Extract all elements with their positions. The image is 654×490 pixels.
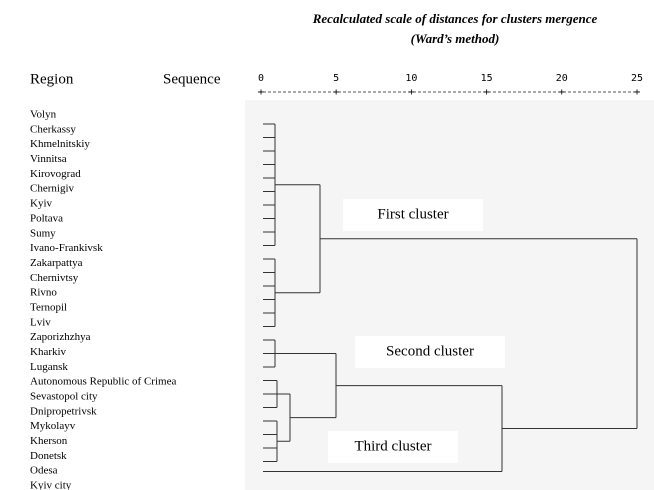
region-label: Chernivtsy — [30, 272, 79, 284]
region-label: Ivano-Frankivsk — [30, 242, 103, 254]
region-label: Kyiv — [30, 198, 53, 210]
plot-panel — [245, 100, 654, 490]
region-label: Khmelnitskiy — [30, 138, 90, 150]
region-header: Region — [30, 71, 74, 87]
dendrogram-link — [263, 420, 278, 462]
sequence-header: Sequence — [163, 71, 221, 87]
region-label: Autonomous Republic of Crimea — [30, 376, 176, 388]
region-label: Kherson — [30, 435, 68, 447]
region-label: Kharkiv — [30, 346, 67, 358]
scale-plus: + — [258, 87, 264, 98]
region-label: Poltava — [30, 212, 63, 224]
scale-label: 5 — [333, 73, 339, 84]
cluster-box — [328, 431, 458, 463]
cluster-label: First cluster — [377, 206, 448, 222]
region-label: Chernigiv — [30, 183, 74, 195]
region-label: Sumy — [30, 227, 56, 239]
region-label: Cherkassy — [30, 123, 76, 135]
region-label: Zaporizhzhya — [30, 331, 91, 343]
region-label: Volyn — [30, 109, 57, 121]
region-label: Lviv — [30, 316, 51, 328]
region-label: Dnipropetrivsk — [30, 405, 97, 417]
title-line: (Ward’s method) — [411, 31, 500, 46]
dendrogram: First cluster Second cluster Third cluster — [263, 123, 638, 472]
scale-label: 25 — [631, 73, 643, 84]
scale-label: 10 — [405, 73, 417, 84]
region-label: Zakarpattya — [30, 257, 83, 269]
scale-plus: + — [559, 87, 565, 98]
region-label: Odesa — [30, 465, 58, 477]
scale-plus: + — [333, 87, 339, 98]
title-line: Recalculated scale of distances for clus… — [312, 11, 598, 26]
scale-plus: + — [634, 87, 640, 98]
region-label: Kyiv city — [30, 480, 72, 490]
scale-plus: + — [484, 87, 490, 98]
region-label: Sevastopol city — [30, 390, 98, 402]
dendrogram-link — [263, 339, 276, 368]
dendrogram-link — [263, 380, 278, 408]
dendrogram-link — [263, 258, 276, 327]
dendrogram-link — [320, 238, 638, 430]
region-label: Lugansk — [30, 361, 68, 373]
scale-label: 15 — [481, 73, 493, 84]
region-label: Donetsk — [30, 450, 67, 462]
scale-label: 20 — [556, 73, 568, 84]
cluster-box — [343, 199, 483, 231]
region-label: Vinnitsa — [30, 153, 67, 165]
region-label: Mykolayv — [30, 420, 76, 432]
scale-label: 0 — [258, 73, 264, 84]
region-label: Kirovograd — [30, 168, 81, 180]
cluster-label: Second cluster — [386, 343, 474, 359]
cluster-label: Third cluster — [354, 438, 431, 454]
region-label: Rivno — [30, 287, 57, 299]
dendrogram-link — [263, 123, 276, 246]
scale-plus: + — [408, 87, 414, 98]
region-label: Ternopil — [30, 301, 67, 313]
cluster-box — [355, 336, 505, 368]
